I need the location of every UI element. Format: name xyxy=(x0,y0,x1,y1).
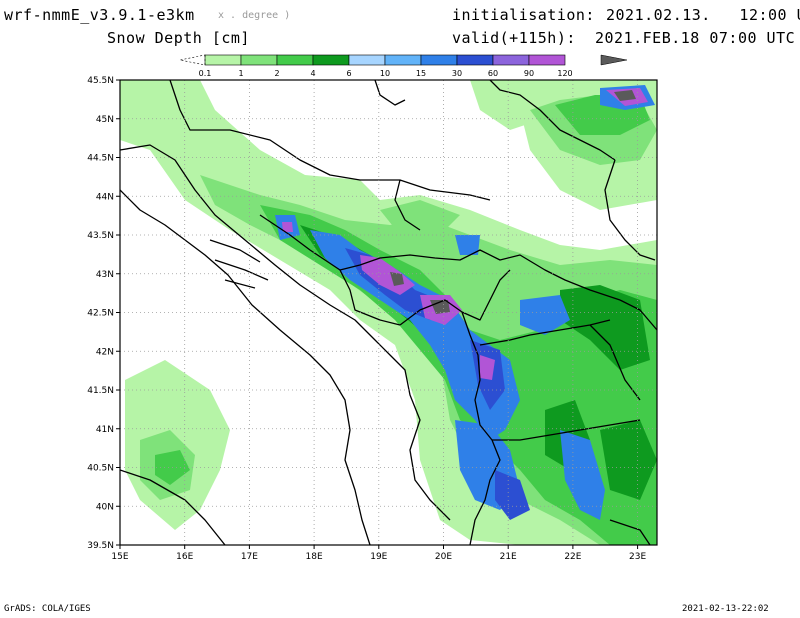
colorbar-tick-label: 2 xyxy=(274,69,279,78)
colorbar-tick-label: 6 xyxy=(346,69,351,78)
init-value: 2021.02.13. 12:00 UTC xyxy=(606,6,800,24)
lat-label: 45.5N xyxy=(87,76,114,86)
lat-label: 41N xyxy=(96,425,114,435)
country-borders xyxy=(169,80,657,545)
lat-label: 45N xyxy=(96,115,114,125)
variable-title: Snow Depth [cm] xyxy=(107,29,250,47)
colorbar-tick-label: 0.1 xyxy=(199,69,212,78)
colorbar-tick-label: 60 xyxy=(488,69,498,78)
lat-label: 40.5N xyxy=(87,464,114,474)
lon-label: 17E xyxy=(241,552,258,562)
lon-label: 22E xyxy=(564,552,581,562)
lon-label: 18E xyxy=(306,552,323,562)
lon-label: 15E xyxy=(111,552,128,562)
lon-label: 16E xyxy=(176,552,193,562)
colorbar-tick-label: 15 xyxy=(416,69,426,78)
colorbar-tick-label: 10 xyxy=(380,69,390,78)
lon-label: 21E xyxy=(500,552,517,562)
colorbar: 0.1 1 2 4 6 10 15 30 60 90 120 xyxy=(179,54,628,78)
lat-label: 43.5N xyxy=(87,231,114,241)
valid-value: 2021.FEB.18 07:00 UTC xyxy=(595,29,796,47)
colorbar-box xyxy=(528,54,566,66)
lat-label: 44N xyxy=(96,192,114,202)
lat-label: 44.5N xyxy=(87,154,114,164)
valid-label: valid(+115h): xyxy=(452,29,576,47)
lat-lon-grid xyxy=(120,80,657,545)
lat-label: 41.5N xyxy=(87,386,114,396)
colorbar-end-arrow xyxy=(600,54,628,66)
lat-label: 43N xyxy=(96,270,114,280)
lon-label: 23E xyxy=(629,552,646,562)
colorbar-tick-label: 120 xyxy=(557,69,572,78)
lat-label: 42.5N xyxy=(87,309,114,319)
init-label: initialisation: xyxy=(452,6,595,24)
footer-left: GrADS: COLA/IGES xyxy=(4,604,91,614)
model-unit: x . degree ) xyxy=(218,10,291,21)
colorbar-start-arrow xyxy=(179,54,206,66)
colorbar-tick-label: 4 xyxy=(310,69,315,78)
lat-label: 39.5N xyxy=(87,541,114,551)
footer-right: 2021-02-13-22:02 xyxy=(682,604,769,614)
lon-label: 19E xyxy=(370,552,387,562)
model-name: wrf-nmmE_v3.9.1-e3km xyxy=(4,6,195,24)
colorbar-tick-label: 90 xyxy=(524,69,534,78)
lat-label: 40N xyxy=(96,502,114,512)
colorbar-tick-label: 30 xyxy=(452,69,462,78)
lat-label: 42N xyxy=(96,347,114,357)
lon-label: 20E xyxy=(435,552,452,562)
colorbar-tick-label: 1 xyxy=(238,69,243,78)
